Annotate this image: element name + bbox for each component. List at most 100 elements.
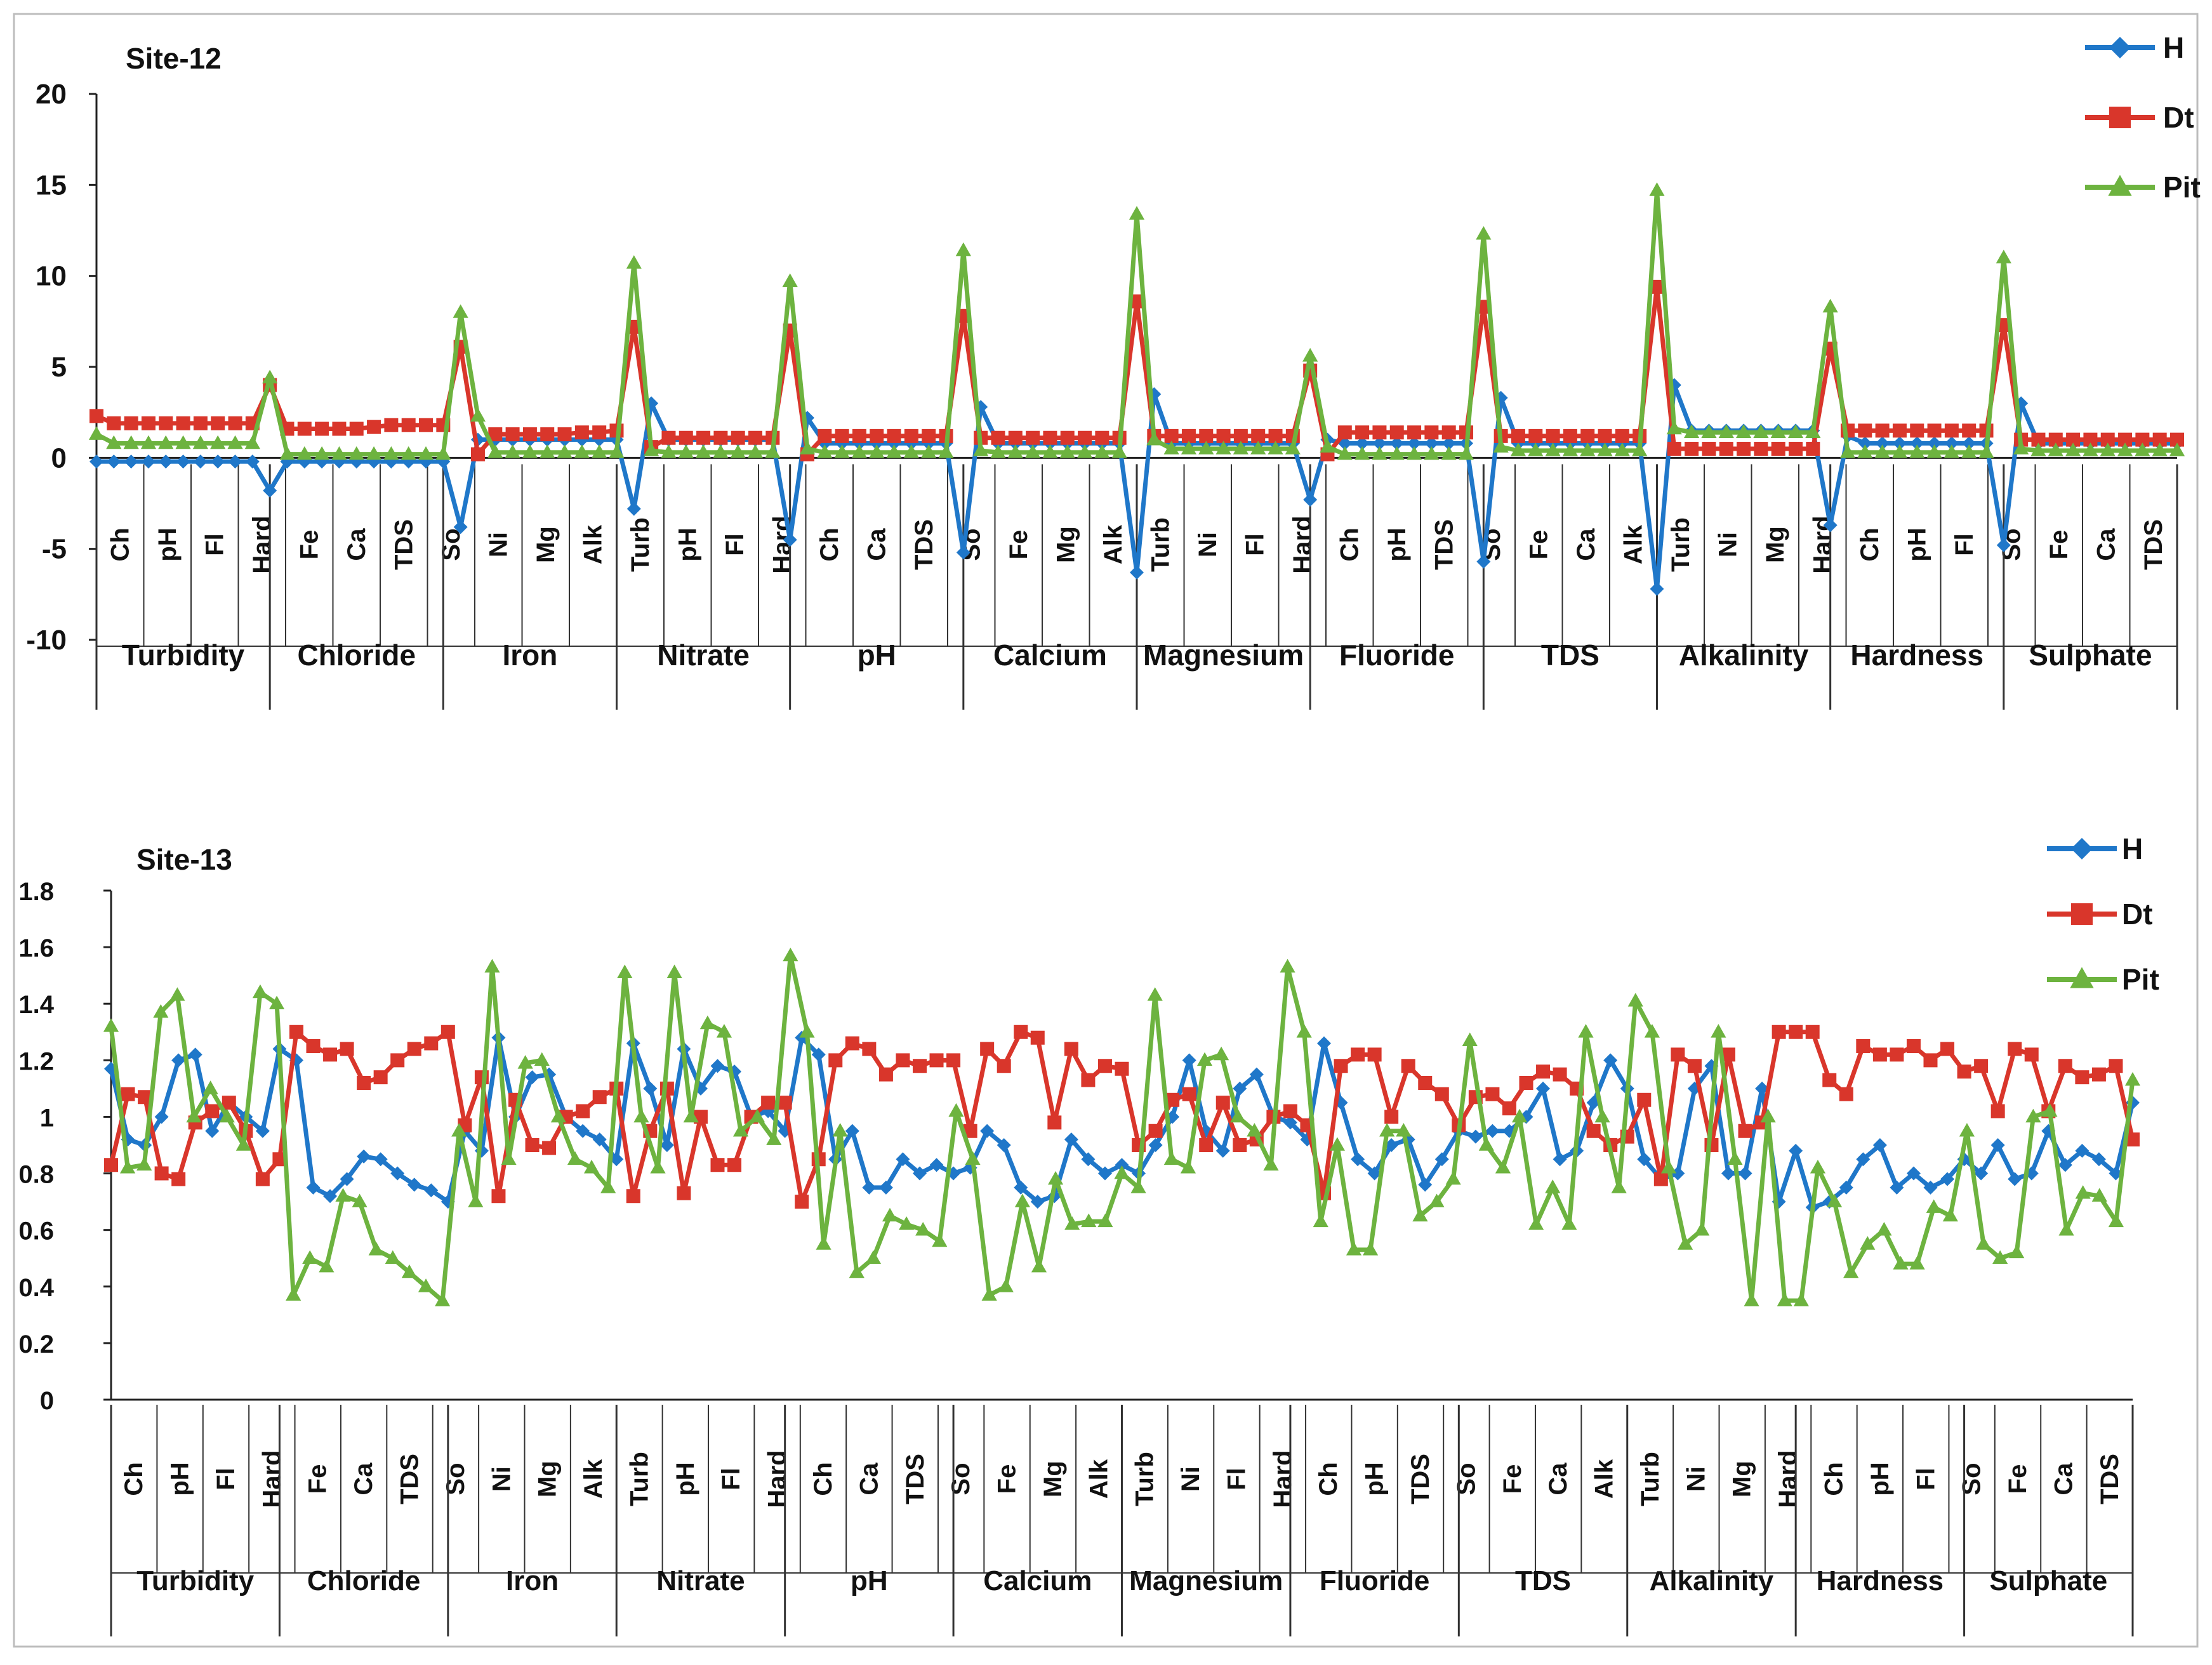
data-point xyxy=(306,1039,321,1054)
legend: H Dt Pit xyxy=(2047,832,2159,996)
data-point xyxy=(140,435,157,449)
data-point xyxy=(1890,1180,1904,1195)
data-point xyxy=(845,1124,859,1138)
data-point xyxy=(1354,446,1370,460)
data-point xyxy=(1974,1166,1989,1181)
data-point xyxy=(1909,1256,1925,1270)
x-tick-label: Ni xyxy=(1194,532,1222,557)
x-tick-label: Fl xyxy=(721,533,749,556)
data-point xyxy=(659,1138,674,1152)
data-point xyxy=(887,428,901,443)
data-point xyxy=(1823,518,1838,533)
x-tick-label: TDS xyxy=(390,519,418,570)
data-point xyxy=(1793,1292,1809,1306)
data-point xyxy=(1528,1216,1544,1230)
data-point xyxy=(747,444,764,458)
data-point xyxy=(390,1053,405,1068)
data-point xyxy=(1115,1158,1129,1172)
data-point xyxy=(453,520,468,534)
data-point xyxy=(2025,1108,2041,1123)
data-point xyxy=(1458,446,1474,460)
data-point xyxy=(1418,1177,1433,1192)
legend-entry-h: H xyxy=(2085,31,2184,64)
data-point xyxy=(1434,1152,1449,1167)
data-point xyxy=(886,444,902,458)
data-point xyxy=(766,1131,782,1145)
x-tick-label: Ca xyxy=(2050,1463,2077,1496)
x-tick-label: Alk xyxy=(1099,524,1127,564)
data-point xyxy=(1233,428,1248,443)
x-tick-label: Ch xyxy=(1335,527,1363,561)
data-point xyxy=(1389,436,1404,451)
data-point xyxy=(998,1278,1014,1292)
data-point xyxy=(1927,423,1942,438)
data-point xyxy=(1198,441,1214,454)
data-point xyxy=(373,1070,388,1085)
x-tick-label: Ca xyxy=(1572,528,1600,561)
data-point xyxy=(1926,1199,1942,1213)
data-point xyxy=(677,1186,691,1200)
data-point xyxy=(1578,1024,1594,1038)
data-point xyxy=(1268,428,1283,443)
data-point xyxy=(869,444,885,458)
x-tick-label: Fe xyxy=(1005,530,1033,560)
y-tick-label: 1.6 xyxy=(18,934,54,962)
data-point xyxy=(696,430,711,445)
y-tick-label: 0.2 xyxy=(18,1330,54,1358)
data-point xyxy=(1843,1264,1859,1278)
data-point xyxy=(1586,1124,1601,1138)
x-tick-label: pH xyxy=(673,527,701,561)
data-point xyxy=(193,416,208,430)
data-point xyxy=(1485,1087,1500,1101)
data-point xyxy=(963,1124,977,1138)
data-point xyxy=(349,421,364,436)
y-tick-label: 5 xyxy=(51,352,67,383)
data-point xyxy=(832,1123,848,1137)
data-point xyxy=(1839,444,1856,458)
data-point xyxy=(1685,442,1699,456)
data-point xyxy=(2058,1059,2072,1073)
data-point xyxy=(1545,442,1561,456)
data-point xyxy=(192,435,208,449)
x-tick-label: Turb xyxy=(1636,1452,1664,1506)
data-point xyxy=(1441,436,1456,451)
data-point xyxy=(154,1166,169,1181)
data-point xyxy=(1268,441,1283,454)
x-tick-label: Ni xyxy=(484,532,512,557)
data-point xyxy=(1519,1075,1533,1090)
data-point xyxy=(1553,1067,1567,1082)
data-point xyxy=(1603,1053,1618,1068)
group-label: Calcium xyxy=(983,1565,1092,1596)
data-point xyxy=(955,242,971,256)
data-point xyxy=(385,1250,401,1264)
data-point xyxy=(193,454,208,469)
x-tick-label: Fl xyxy=(1912,1468,1940,1490)
x-tick-label: Alk xyxy=(1591,1459,1619,1499)
data-point xyxy=(1597,442,1613,456)
y-tick-label: 15 xyxy=(36,169,67,201)
data-point xyxy=(1130,1179,1146,1193)
data-point xyxy=(244,435,260,449)
data-point xyxy=(1721,1047,1735,1062)
data-point xyxy=(1233,1081,1247,1096)
data-point xyxy=(141,416,156,430)
data-point xyxy=(171,1053,186,1068)
data-point xyxy=(1760,1108,1776,1123)
x-tick-label: pH xyxy=(154,527,182,561)
data-point xyxy=(1649,182,1665,196)
data-point xyxy=(643,1081,658,1096)
data-point xyxy=(2013,441,2029,454)
data-point xyxy=(592,1090,607,1104)
data-point xyxy=(1351,1152,1365,1167)
data-point xyxy=(1008,430,1023,445)
data-point xyxy=(1653,1172,1668,1186)
data-point xyxy=(1095,430,1109,445)
x-tick-label: Ni xyxy=(1177,1466,1205,1492)
data-point xyxy=(1974,1059,1989,1073)
data-point xyxy=(644,442,659,456)
data-point xyxy=(1285,441,1301,454)
data-point xyxy=(1875,436,1890,451)
data-point xyxy=(2075,1143,2089,1158)
data-point xyxy=(255,1172,270,1186)
data-point xyxy=(1031,1258,1047,1273)
